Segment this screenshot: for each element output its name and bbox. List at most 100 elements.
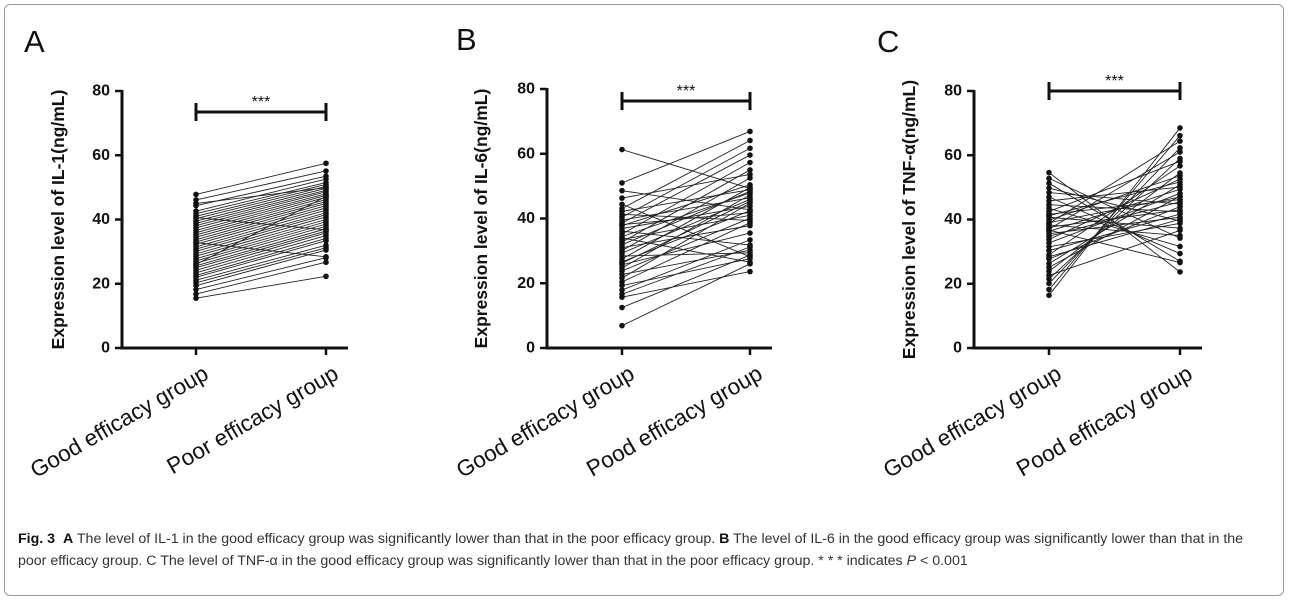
figure-frame [4,4,1284,596]
panel-b-point-good [619,260,625,266]
panel-b-pair-line [621,252,751,257]
panel-b-pair-line [621,147,751,218]
panel-c-point-poor [1177,163,1183,169]
panel-a-pair-line [195,247,327,284]
panel-b-pair-line [621,190,751,211]
panel-b-pair-line [621,246,751,295]
panel-a-point-poor [323,273,329,280]
panel-c-y-tick-label: 60 [944,147,962,164]
panel-c-point-poor [1177,216,1183,222]
panel-c-pair-line [1048,209,1181,228]
panel-c-y-tick-label: 80 [944,83,962,100]
panel-b-pair-line [621,230,751,246]
panel-a-point-poor [323,253,329,260]
panel-a-pair-line [195,257,327,290]
panel-b-point-poor [747,222,753,229]
panel-b-point-good [619,304,625,311]
panel-b-pair-line [621,237,751,263]
panel-c-pair-line [1048,196,1181,224]
panel-b-y-axis-label: Expression level of IL-6(ng/mL) [471,89,491,349]
panel-a-pair-line [195,196,327,234]
panel-a-pair-line [195,235,327,274]
panel-c-point-good [1046,264,1052,271]
panel-a-pair-line [195,182,327,215]
panel-c-pair-line [1048,196,1181,254]
panel-b-pair-line [621,271,751,298]
panel-b-point-poor [747,209,753,216]
panel-c-point-good [1046,220,1052,227]
panel-b-point-poor [747,167,753,173]
panel-c-y-tick-label: 20 [944,275,962,292]
panel-b-point-good [619,180,625,186]
panel-c-pair-line [1048,222,1181,248]
panel-c-point-good [1046,227,1052,233]
panel-c-pair-line [1048,172,1181,273]
panel-c-point-good [1046,247,1052,254]
panel-a-pair-line [195,203,327,241]
panel-b-point-good [619,201,625,208]
panel-a-pair-line [195,223,327,262]
panel-b-point-good [619,205,625,212]
panel-c-letter: C [877,24,899,59]
panel-b-pair-line [621,197,751,221]
caption-letter-a: A [62,531,74,547]
panel-c-point-poor [1177,149,1183,155]
panel-c-point-good [1046,253,1052,260]
panel-b-pair-line [621,217,751,272]
panel-a-y-tick-label: 60 [92,147,110,164]
panel-b-point-poor [747,152,753,158]
panel-a-point-good [193,261,199,268]
panel-c-point-poor [1177,138,1183,144]
panel-a-point-poor [323,242,329,248]
panel-c-point-good [1046,272,1052,279]
panel-a-y-tick-label: 80 [92,83,110,100]
panel-c-pair-line [1048,224,1181,237]
panel-a-pair-line [195,238,327,276]
panel-b-pair-line [621,258,751,286]
panel-b-pair-line [621,232,751,266]
panel-b-y-tick-label: 40 [517,210,535,227]
panel-b-point-good [619,187,625,194]
panel-b-point-poor [747,137,753,144]
panel-b-point-good [619,221,625,228]
panel-c-point-good [1046,292,1052,299]
panel-b-y-tick-label: 20 [517,275,535,292]
panel-a-pair-line [195,170,327,201]
panel-a-point-poor [323,173,329,179]
panel-b-pair-line [621,130,751,184]
panel-a-pair-line [195,242,327,258]
panel-c-pair-line [1048,181,1181,217]
panel-c-point-poor [1177,184,1183,190]
panel-c-point-poor [1177,250,1183,257]
panel-c-significance-label: *** [1105,73,1124,90]
panel-b-point-good [619,146,625,153]
panel-c-point-poor [1177,269,1183,275]
panel-c-point-poor [1177,225,1183,231]
panel-a-point-good [193,208,199,214]
panel-a-point-poor [323,193,329,200]
panel-a-point-good [193,191,199,198]
panel-c-point-good [1046,175,1052,182]
panel-a-y-tick-label: 0 [101,340,110,357]
panel-b-pair-line [621,249,751,275]
panel-c-y-tick-label: 40 [944,211,962,228]
panel-c-point-good [1046,169,1052,176]
panel-a-y-tick-label: 40 [92,211,110,228]
panel-b-y-tick-label: 0 [526,340,535,357]
panel-a-pair-line [195,189,327,224]
panel-a-pair-line [195,195,327,265]
panel-a-point-poor [323,259,329,266]
caption-p-symbol: P [906,553,917,569]
panel-c-point-good [1046,286,1052,293]
panel-b-pair-line [621,212,751,226]
panel-a-pair-line [195,244,327,281]
panel-c-point-good [1046,194,1052,200]
panel-a-pair-line [195,249,327,287]
panel-a-point-good [193,291,199,297]
panel-b-point-poor [747,259,753,266]
panel-c-pair-line [1048,218,1181,258]
panel-c-point-good [1046,244,1052,250]
panel-c-point-poor [1177,158,1183,165]
panel-c-point-poor [1177,235,1183,241]
panel-c-y-axis-label: Expression level of TNF-α(ng/mL) [899,80,919,359]
